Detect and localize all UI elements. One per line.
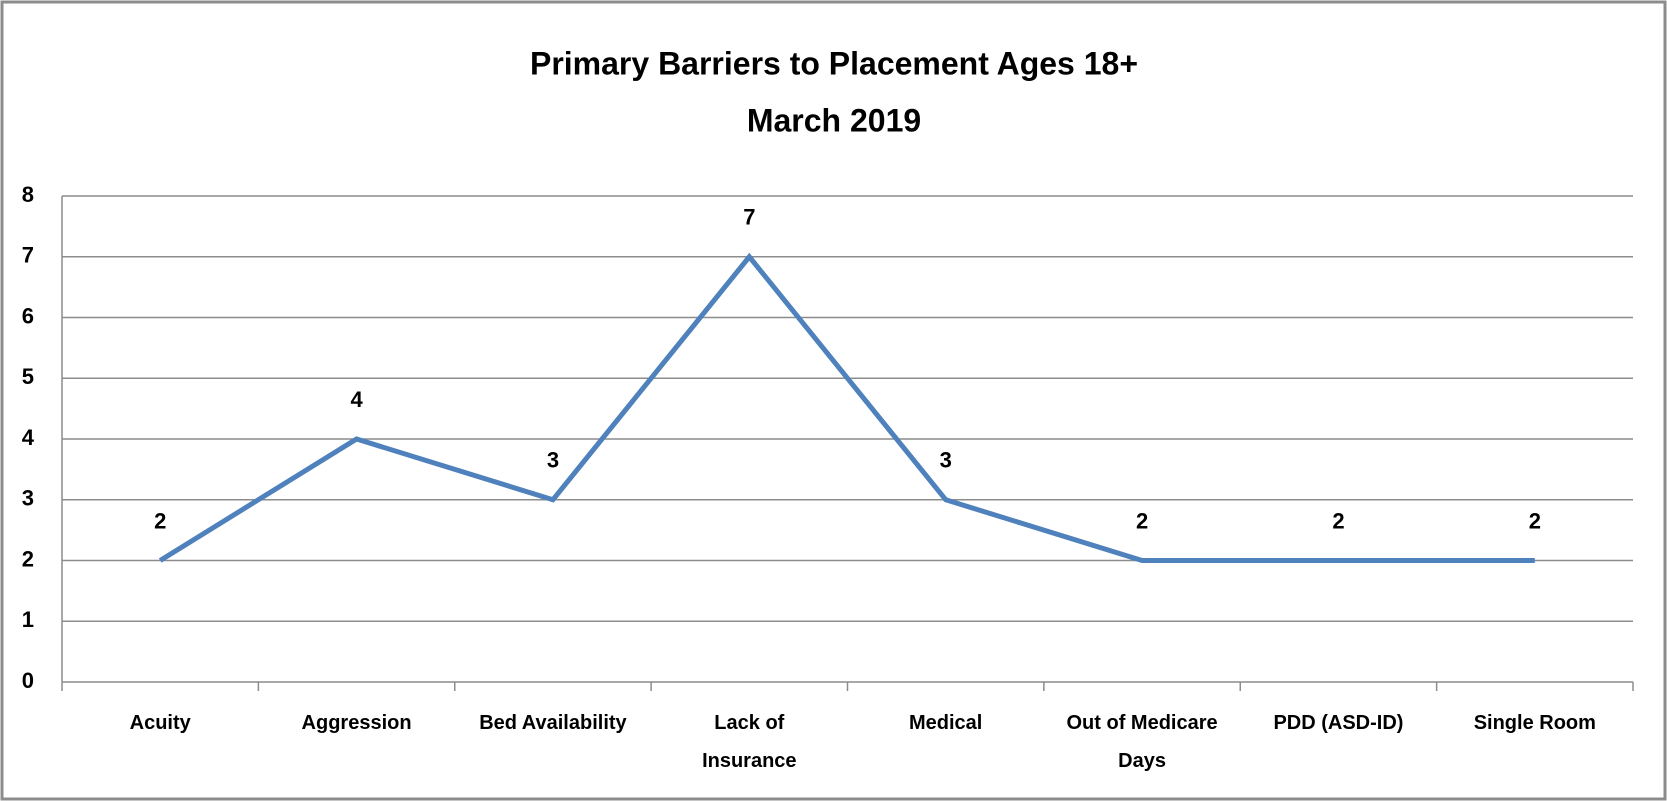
- data-label: 4: [350, 387, 363, 412]
- y-tick-label: 3: [22, 486, 34, 511]
- y-tick-label: 1: [22, 607, 34, 632]
- y-tick-label: 2: [22, 546, 34, 571]
- y-tick-label: 5: [22, 364, 34, 389]
- x-tick-label: Bed Availability: [479, 712, 627, 734]
- x-tick-label: PDD (ASD-ID): [1273, 712, 1404, 734]
- data-label: 2: [154, 508, 166, 533]
- x-tick-label: Single Room: [1473, 712, 1596, 734]
- data-label: 2: [1136, 508, 1148, 533]
- y-tick-label: 0: [22, 668, 34, 693]
- data-label: 2: [1529, 508, 1541, 533]
- x-tick-label: Medical: [909, 712, 983, 734]
- data-label: 3: [940, 448, 952, 473]
- data-label: 3: [547, 448, 559, 473]
- y-tick-label: 8: [22, 182, 34, 207]
- y-tick-label: 6: [22, 303, 34, 328]
- chart-subtitle: March 2019: [747, 102, 921, 138]
- x-tick-label: Lack of Insurance: [702, 712, 797, 772]
- y-tick-label: 7: [22, 243, 34, 268]
- x-tick-label: Acuity: [129, 712, 191, 734]
- data-label: 2: [1332, 508, 1344, 533]
- x-tick-label: Aggression: [301, 712, 412, 734]
- data-label: 7: [743, 205, 755, 230]
- chart-title: Primary Barriers to Placement Ages 18+: [530, 45, 1138, 81]
- y-tick-label: 4: [22, 425, 35, 450]
- line-series: [158, 252, 1535, 563]
- x-tick-label: Out of Medicare Days: [1066, 712, 1218, 772]
